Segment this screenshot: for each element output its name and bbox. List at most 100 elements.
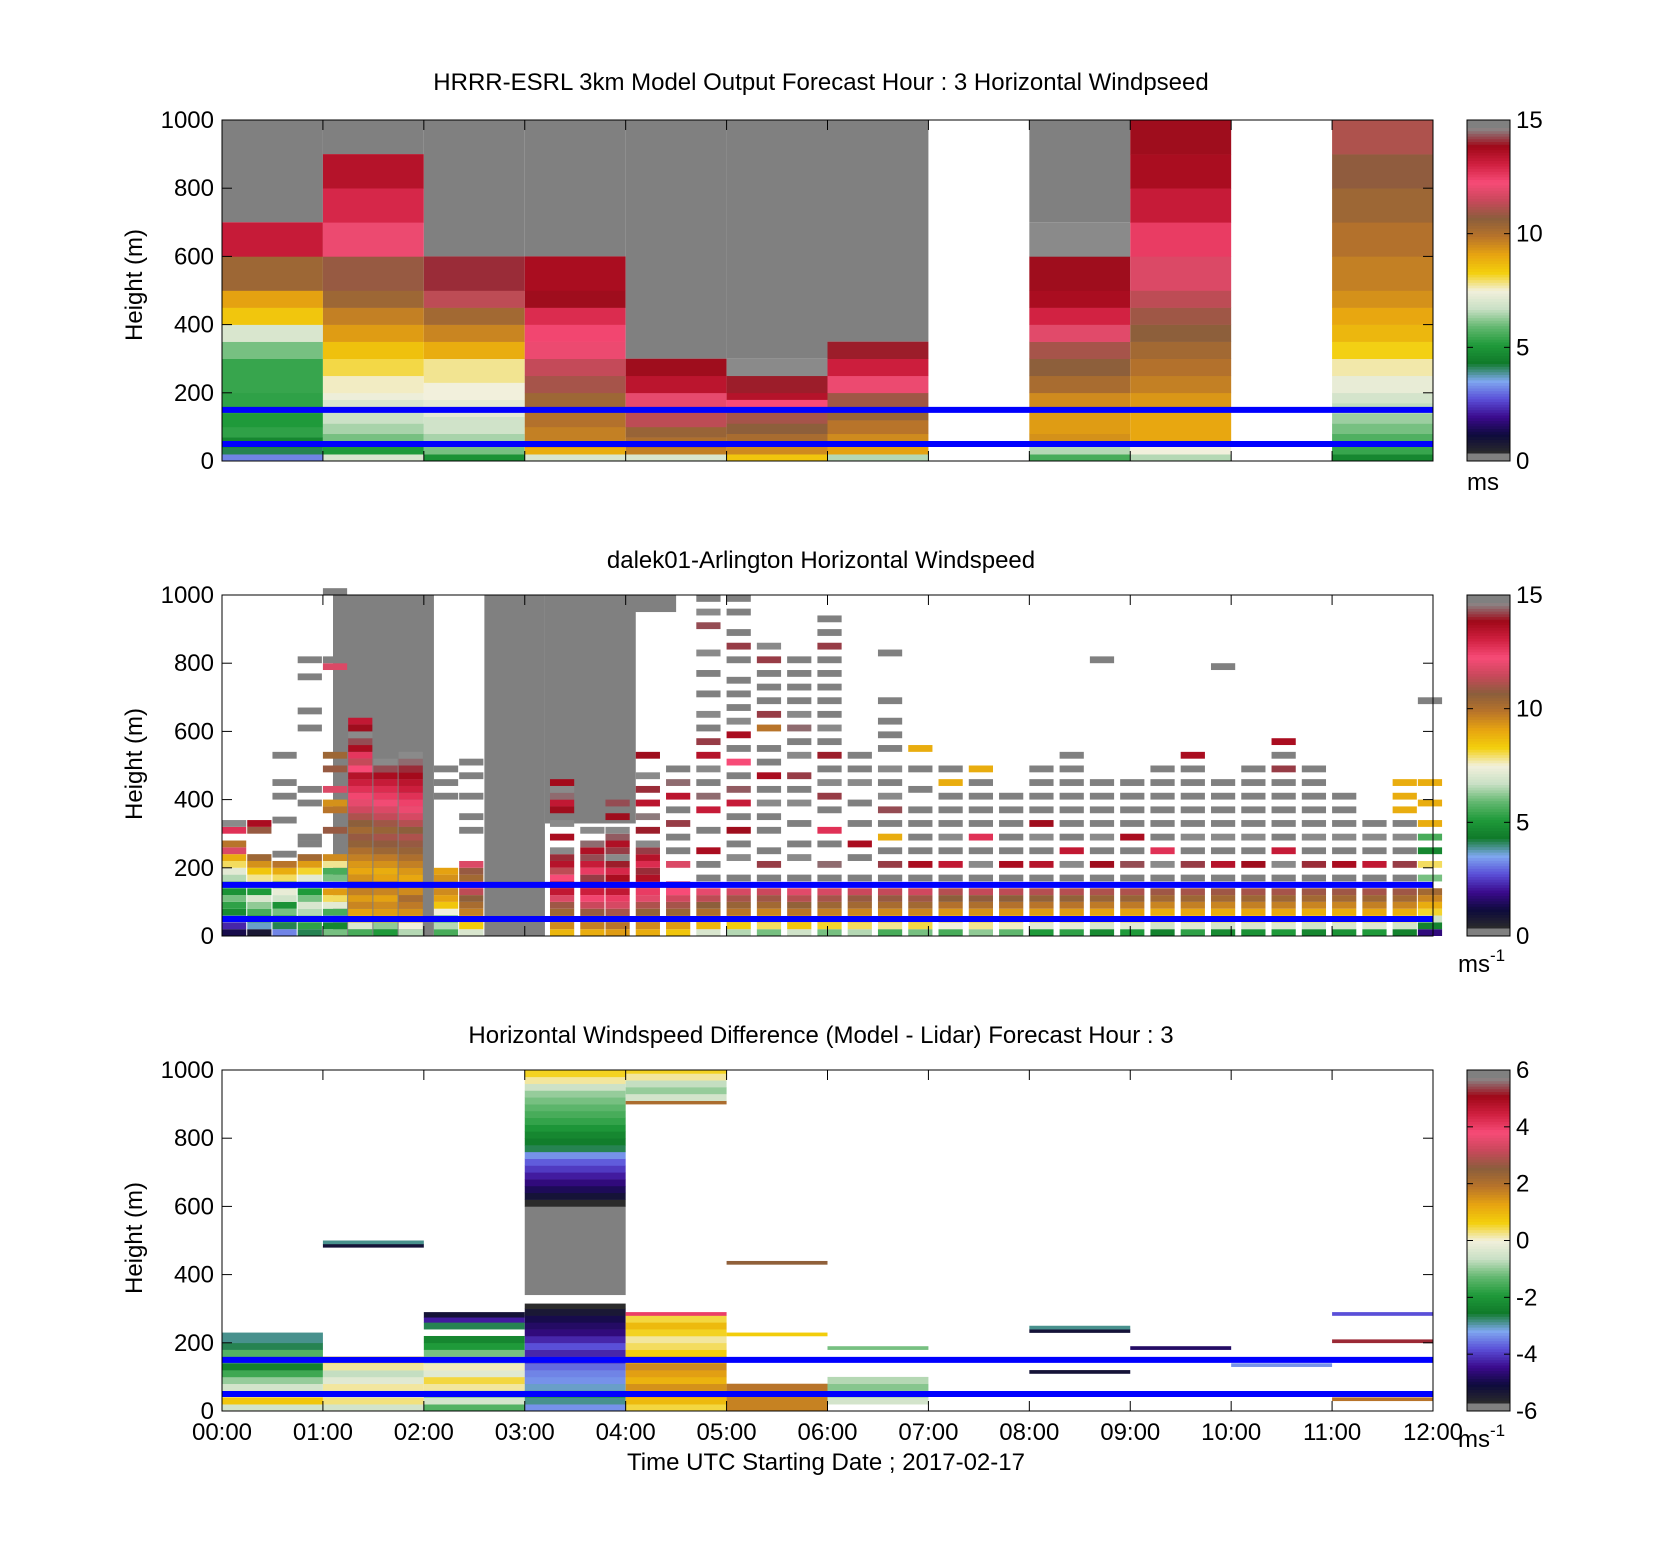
missing-data-cell xyxy=(222,120,323,223)
heatmap-cell xyxy=(787,670,812,677)
heatmap-cell xyxy=(1241,806,1266,814)
missing-data-cell xyxy=(827,120,929,342)
heatmap-cell xyxy=(524,454,626,462)
heatmap-cell xyxy=(726,690,751,698)
heatmap-cell xyxy=(1417,860,1443,868)
heatmap-cell xyxy=(549,908,575,916)
colorbar-segment xyxy=(1467,436,1510,440)
heatmap-cell xyxy=(1089,656,1115,664)
heatmap-cell xyxy=(373,826,398,834)
colorbar-segment xyxy=(1467,1210,1510,1214)
heatmap-cell xyxy=(847,799,872,807)
colorbar-segment xyxy=(1467,1319,1510,1323)
heatmap-cell xyxy=(297,895,322,902)
heatmap-cell xyxy=(322,1370,424,1378)
heatmap-cell xyxy=(373,901,398,909)
colorbar-segment xyxy=(1467,1297,1510,1301)
heatmap-cell xyxy=(348,717,373,725)
heatmap-cell xyxy=(549,867,575,875)
heatmap-cell xyxy=(847,751,872,759)
colorbar-segment xyxy=(1467,892,1510,896)
heatmap-cell xyxy=(297,901,322,909)
colorbar-segment xyxy=(1467,722,1510,726)
colorbar-segment xyxy=(1467,906,1510,910)
colorbar-segment xyxy=(1467,1208,1510,1212)
heatmap-cell xyxy=(348,860,373,868)
heatmap-cell xyxy=(459,758,484,766)
heatmap-cell xyxy=(222,929,247,936)
heatmap-cell xyxy=(1059,751,1084,759)
colorbar-segment xyxy=(1467,1218,1510,1223)
heatmap-cell xyxy=(1210,779,1236,786)
heatmap-cell xyxy=(1241,820,1266,827)
heatmap-cell xyxy=(423,1404,525,1412)
heatmap-cell xyxy=(322,409,424,424)
heatmap-cell xyxy=(247,867,272,875)
heatmap-cell xyxy=(1332,413,1433,424)
heatmap-cell xyxy=(348,806,373,814)
heatmap-cell xyxy=(1029,1325,1131,1330)
heatmap-cell xyxy=(605,929,630,936)
heatmap-cell xyxy=(968,874,994,882)
heatmap-cell xyxy=(1120,847,1145,855)
colorbar-segment xyxy=(1467,838,1510,842)
heatmap-cell xyxy=(1180,833,1205,841)
heatmap-cell xyxy=(1130,1346,1232,1350)
heatmap-cell xyxy=(373,813,398,821)
colorbar-segment xyxy=(1467,1229,1510,1233)
heatmap-cell xyxy=(625,375,727,394)
heatmap-cell xyxy=(1332,806,1357,814)
heatmap-cell xyxy=(1130,454,1232,462)
colorbar-segment xyxy=(1467,306,1510,310)
y-tick-label: 400 xyxy=(174,787,214,814)
heatmap-cell xyxy=(459,888,484,896)
colorbar-tick-label: 0 xyxy=(1516,448,1529,475)
colorbar-segment xyxy=(1467,239,1510,243)
heatmap-cell xyxy=(847,820,872,827)
colorbar-segment xyxy=(1467,835,1510,840)
colorbar-tick-label: 2 xyxy=(1516,1171,1529,1198)
colorbar-segment xyxy=(1467,681,1510,685)
colorbar-segment xyxy=(1467,881,1510,886)
heatmap-cell xyxy=(322,799,348,807)
heatmap-cell xyxy=(666,847,691,855)
heatmap-cell xyxy=(635,929,660,936)
heatmap-cell xyxy=(524,1185,626,1194)
colorbar-segment xyxy=(1467,635,1510,639)
colorbar-segment xyxy=(1467,746,1510,750)
heatmap-cell xyxy=(524,1192,626,1200)
heatmap-cell xyxy=(524,341,626,359)
heatmap-cell xyxy=(580,860,605,868)
heatmap-cell xyxy=(1392,820,1417,827)
colorbar: 0 5 10 15 xyxy=(1466,107,1543,475)
panel-lidar: dalek01-Arlington Horizontal Windspeed H… xyxy=(121,547,1543,978)
heatmap-cell xyxy=(908,888,933,896)
heatmap-cell xyxy=(625,1073,727,1081)
colorbar-segment xyxy=(1467,1275,1510,1279)
heatmap-cell xyxy=(1332,423,1433,435)
colorbar-segment xyxy=(1467,328,1510,332)
heatmap-cell xyxy=(1332,860,1357,868)
heatmap-cell xyxy=(348,929,373,936)
x-tick-label: 11:00 xyxy=(1303,1419,1361,1446)
heatmap-cell xyxy=(877,745,903,752)
heatmap-cell xyxy=(222,874,247,882)
colorbar-segment xyxy=(1467,844,1510,848)
heatmap-cell xyxy=(423,1317,525,1323)
heatmap-cell xyxy=(580,874,605,882)
colorbar-segment xyxy=(1467,1273,1510,1277)
heatmap-cell xyxy=(605,813,630,821)
heatmap-cell xyxy=(297,656,322,664)
heatmap-cell xyxy=(877,833,903,841)
colorbar-segment xyxy=(1467,1367,1510,1371)
colorbar-segment xyxy=(1467,1283,1510,1288)
colorbar-segment xyxy=(1467,187,1510,191)
heatmap-cell xyxy=(817,642,842,650)
heatmap-cell xyxy=(272,922,297,930)
colorbar-segment xyxy=(1467,627,1510,631)
colorbar-segment xyxy=(1467,152,1510,156)
heatmap-cell xyxy=(322,1397,424,1405)
heatmap-cell xyxy=(297,908,322,916)
heatmap-cell xyxy=(787,922,812,930)
